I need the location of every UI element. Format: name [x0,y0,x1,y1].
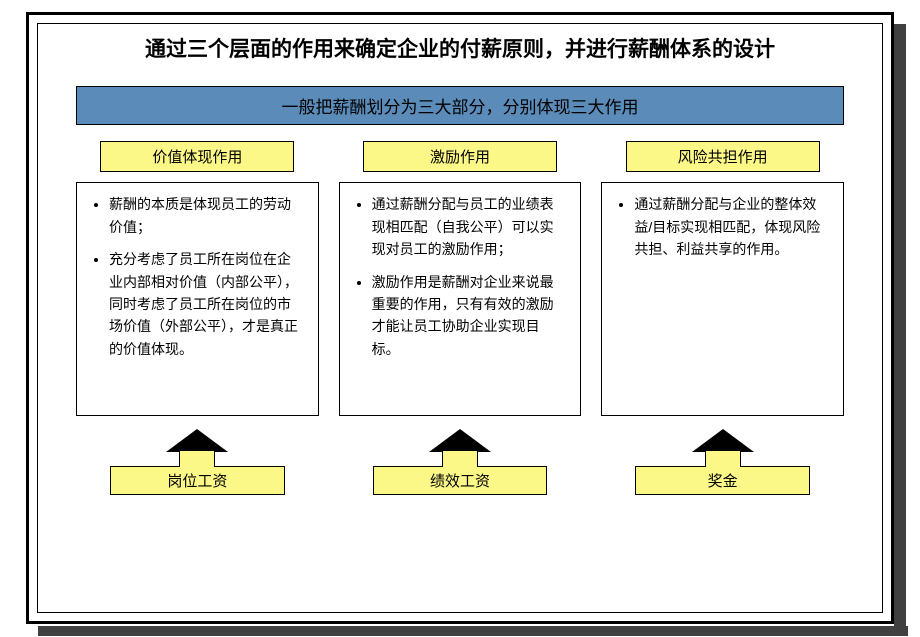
columns-container: 价值体现作用 薪酬的本质是体现员工的劳动价值； 充分考虑了员工所在岗位在企业内部… [54,141,866,495]
slide-title: 通过三个层面的作用来确定企业的付薪原则，并进行薪酬体系的设计 [54,36,866,64]
arrow-head-icon [430,430,490,452]
column-1-header: 价值体现作用 [100,141,294,172]
column-3-bullet: 通过薪酬分配与企业的整体效益/目标实现相匹配，体现风险共担、利益共享的作用。 [634,193,829,260]
column-3-arrow [693,430,753,467]
column-2-header: 激励作用 [363,141,557,172]
frame-shadow-bottom [38,626,908,636]
arrow-shaft [442,451,478,467]
column-3-header: 风险共担作用 [626,141,820,172]
arrow-head-icon [167,430,227,452]
column-1-body: 薪酬的本质是体现员工的劳动价值； 充分考虑了员工所在岗位在企业内部相对价值（内部… [76,182,319,416]
column-1: 价值体现作用 薪酬的本质是体现员工的劳动价值； 充分考虑了员工所在岗位在企业内部… [76,141,319,495]
column-1-bullet: 充分考虑了员工所在岗位在企业内部相对价值（内部公平），同时考虑了员工所在岗位的市… [109,248,304,360]
slide-inner-frame: 通过三个层面的作用来确定企业的付薪原则，并进行薪酬体系的设计 一般把薪酬划分为三… [37,23,883,613]
column-3: 风险共担作用 通过薪酬分配与企业的整体效益/目标实现相匹配，体现风险共担、利益共… [601,141,844,495]
column-1-bullet: 薪酬的本质是体现员工的劳动价值； [109,193,304,238]
column-3-footer: 奖金 [635,466,810,495]
slide-outer-frame: 通过三个层面的作用来确定企业的付薪原则，并进行薪酬体系的设计 一般把薪酬划分为三… [26,12,894,624]
column-1-footer: 岗位工资 [110,466,285,495]
column-2-bullet: 激励作用是薪酬对企业来说最重要的作用，只有有效的激励才能让员工协助企业实现目标。 [372,271,567,361]
arrow-shaft [179,451,215,467]
column-1-arrow [167,430,227,467]
arrow-head-icon [693,430,753,452]
column-2-bullet: 通过薪酬分配与员工的业绩表现相匹配（自我公平）可以实现对员工的激励作用； [372,193,567,260]
column-2-body: 通过薪酬分配与员工的业绩表现相匹配（自我公平）可以实现对员工的激励作用； 激励作… [339,182,582,416]
column-3-body: 通过薪酬分配与企业的整体效益/目标实现相匹配，体现风险共担、利益共享的作用。 [601,182,844,416]
column-2-arrow [430,430,490,467]
column-2-footer: 绩效工资 [373,466,548,495]
arrow-shaft [705,451,741,467]
frame-shadow-right [894,24,906,628]
section-banner: 一般把薪酬划分为三大部分，分别体现三大作用 [76,86,844,125]
column-2: 激励作用 通过薪酬分配与员工的业绩表现相匹配（自我公平）可以实现对员工的激励作用… [339,141,582,495]
